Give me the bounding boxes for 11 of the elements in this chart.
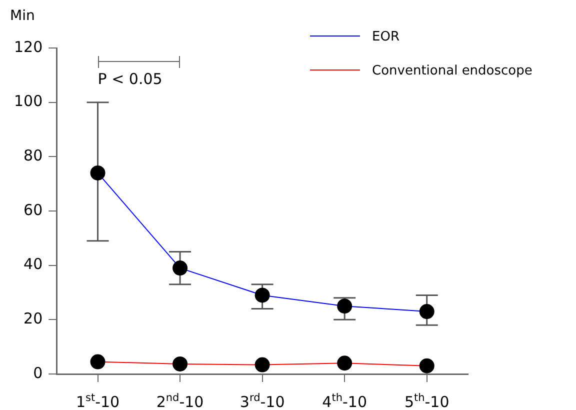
y-axis-title: Min <box>10 8 35 24</box>
y-tick-label: 120 <box>14 38 43 56</box>
legend-label: Conventional endoscope <box>372 63 532 78</box>
y-tick-label: 40 <box>24 255 43 274</box>
y-tick-label: 60 <box>24 200 43 219</box>
y-tick-label: 0 <box>33 364 43 382</box>
y-tick-label: 100 <box>14 92 43 110</box>
annotation: P < 0.05 <box>98 70 162 88</box>
y-tick-label: 80 <box>24 146 43 165</box>
legend-label: EOR <box>372 29 400 44</box>
y-tick-label: 20 <box>24 310 43 328</box>
